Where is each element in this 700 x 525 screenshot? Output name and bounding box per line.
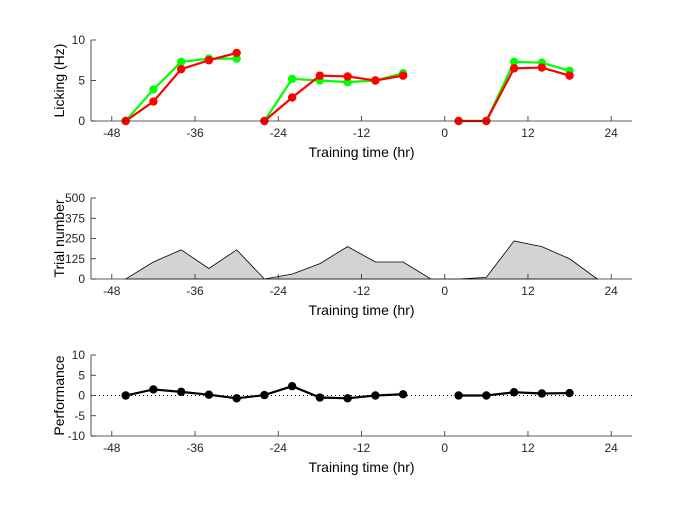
performance-y-tick-label: -10: [68, 429, 86, 443]
licking-x-tick-label: -36: [186, 126, 204, 140]
performance-series-0-point: [482, 391, 491, 400]
licking-y-tick-label: 10: [72, 33, 86, 47]
licking-panel: -48 -36 -24 -12 0 12 24 0 5 10 Training time (hr) L…: [51, 33, 632, 160]
performance-series-0-point: [537, 389, 547, 398]
performance-series-0-point: [509, 388, 519, 397]
licking-y-axis-label: Licking (Hz): [51, 44, 67, 118]
trial-number-panel: -48 -36 -24 -12 0 12 24 0 125 250 375 500 Training t…: [51, 191, 632, 318]
licking-x-axis-label: Training time (hr): [308, 144, 414, 160]
performance-series-0-point: [287, 381, 297, 391]
performance-series-0-point: [232, 394, 241, 403]
licking-series-1-line-2: [458, 66, 570, 123]
licking-x-tick-label: 12: [521, 126, 535, 140]
licking-x-tick-label: -24: [270, 126, 288, 140]
licking-series-1-point: [287, 93, 297, 102]
licking-series-1-point: [204, 56, 214, 65]
trial-number-x-tick-label: -48: [103, 284, 121, 298]
trial-number-y-tick-label: 250: [65, 232, 85, 246]
performance-series-0-point: [149, 385, 158, 394]
performance-panel: -48 -36 -24 -12 0 12 24 -10 -5 0 5 10 Training time …: [51, 348, 632, 475]
licking-x-tick-label: -12: [353, 126, 371, 140]
trial-number-y-tick-label: 125: [65, 252, 85, 266]
licking-series-1-point: [315, 71, 325, 80]
licking-series-1-point: [176, 64, 186, 74]
licking-series-1-point: [343, 72, 352, 81]
licking-y-tick-label: 5: [78, 74, 85, 88]
licking-x-tick-label: -48: [103, 126, 121, 140]
performance-series-0-point: [343, 394, 352, 403]
licking-series-1-point: [509, 64, 519, 73]
trial-number-y-tick-label: 500: [65, 191, 85, 205]
performance-series-0-point: [398, 390, 408, 399]
trial-number-x-tick-label: 24: [605, 284, 619, 298]
trial-number-x-tick-label: 12: [521, 284, 535, 298]
trial-number-y-tick-label: 0: [78, 272, 85, 286]
performance-x-tick-label: -24: [270, 441, 288, 455]
performance-x-tick-label: -48: [103, 441, 121, 455]
licking-series-1-point: [398, 71, 408, 80]
trial-number-x-tick-label: -36: [186, 284, 204, 298]
trial-number-x-tick-label: 0: [441, 284, 448, 298]
licking-series-1-point: [149, 97, 158, 106]
performance-x-tick-label: 0: [441, 441, 448, 455]
licking-x-tick-label: 24: [605, 126, 619, 140]
licking-series-1-point: [232, 48, 241, 58]
performance-y-tick-label: 0: [78, 389, 85, 403]
performance-x-tick-label: 24: [605, 441, 619, 455]
performance-y-tick-label: 5: [78, 368, 85, 382]
licking-series-1-point: [371, 76, 380, 85]
trial-number-y-tick-label: 375: [65, 211, 85, 225]
performance-x-tick-label: -36: [186, 441, 204, 455]
performance-series-0-point: [315, 393, 325, 402]
licking-series-1-line-1: [263, 74, 404, 122]
performance-series-0-point: [260, 390, 269, 400]
trial-number-y-axis-label: Trial number: [51, 199, 67, 277]
performance-x-axis-label: Training time (hr): [308, 459, 414, 475]
performance-series-0-point: [176, 387, 186, 397]
performance-series-0-point: [371, 391, 380, 400]
performance-x-tick-label: -12: [353, 441, 371, 455]
trial-number-area: [124, 240, 599, 280]
performance-series-0-point: [204, 390, 214, 399]
trial-number-x-tick-label: -12: [353, 284, 371, 298]
performance-x-tick-label: 12: [521, 441, 535, 455]
licking-series-0-point: [149, 85, 158, 94]
licking-series-0-point: [176, 57, 186, 67]
performance-series-0-point: [454, 391, 463, 400]
performance-series-0-point: [121, 391, 130, 400]
trial-number-x-axis-label: Training time (hr): [308, 302, 414, 318]
performance-y-tick-label: 10: [72, 348, 86, 362]
licking-y-tick-label: 0: [78, 114, 85, 128]
performance-y-axis-label: Performance: [51, 355, 67, 435]
licking-x-tick-label: 0: [441, 126, 448, 140]
licking-series-1-point: [537, 63, 547, 72]
trial-number-x-tick-label: -24: [270, 284, 288, 298]
performance-series-0-point: [565, 388, 574, 398]
licking-series-0-point: [287, 74, 297, 84]
licking-series-0-point: [509, 57, 519, 67]
performance-y-tick-label: -5: [74, 409, 85, 423]
licking-series-1-point: [565, 71, 574, 80]
